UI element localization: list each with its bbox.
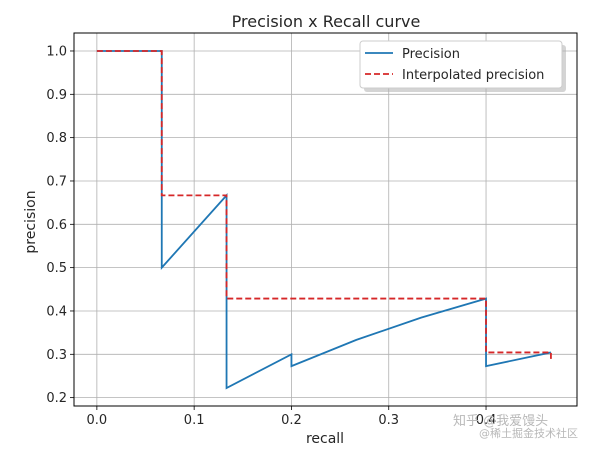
axis-ticks: 0.0 0.1 0.2 0.3 0.4 0.2 0.3 0.4 0.5 0.6 0.7 0.8 0.9 1… bbox=[46, 44, 496, 428]
watermark: 知乎 @我爱馒头 @稀土掘金技术社区 bbox=[453, 413, 578, 440]
x-tick-label: 0.4 bbox=[476, 413, 497, 428]
y-tick-label: 0.3 bbox=[46, 348, 67, 363]
y-tick-label: 0.6 bbox=[46, 218, 67, 233]
x-tick-label: 0.0 bbox=[87, 413, 108, 428]
y-tick-label: 1.0 bbox=[46, 44, 67, 59]
legend-box bbox=[359, 40, 563, 89]
watermark-line1: 知乎 @我爱馒头 bbox=[453, 413, 548, 429]
x-tick-label: 0.3 bbox=[378, 413, 399, 428]
x-axis-title: recall bbox=[306, 431, 344, 447]
y-tick-label: 0.7 bbox=[46, 174, 67, 189]
plot-series bbox=[96, 50, 552, 390]
series-line-interpolated-precision bbox=[96, 50, 552, 360]
y-tick-label: 0.4 bbox=[46, 304, 67, 319]
plot-frame bbox=[73, 32, 578, 407]
x-tick-label: 0.2 bbox=[281, 413, 302, 428]
y-axis-title: precision bbox=[23, 190, 39, 253]
x-tick-label: 0.1 bbox=[184, 413, 205, 428]
legend-interpolated-label: Interpolated precision bbox=[402, 68, 544, 83]
legend: Precision Interpolated precision bbox=[359, 40, 566, 92]
watermark-line2: @稀土掘金技术社区 bbox=[479, 426, 578, 440]
legend-precision-label: Precision bbox=[402, 47, 460, 62]
y-tick-label: 0.8 bbox=[46, 131, 67, 146]
series-line-precision bbox=[96, 50, 552, 390]
y-tick-label: 0.5 bbox=[46, 261, 67, 276]
y-tick-label: 0.2 bbox=[46, 391, 67, 406]
y-tick-label: 0.9 bbox=[46, 88, 67, 103]
chart-title: Precision x Recall curve bbox=[232, 12, 421, 31]
